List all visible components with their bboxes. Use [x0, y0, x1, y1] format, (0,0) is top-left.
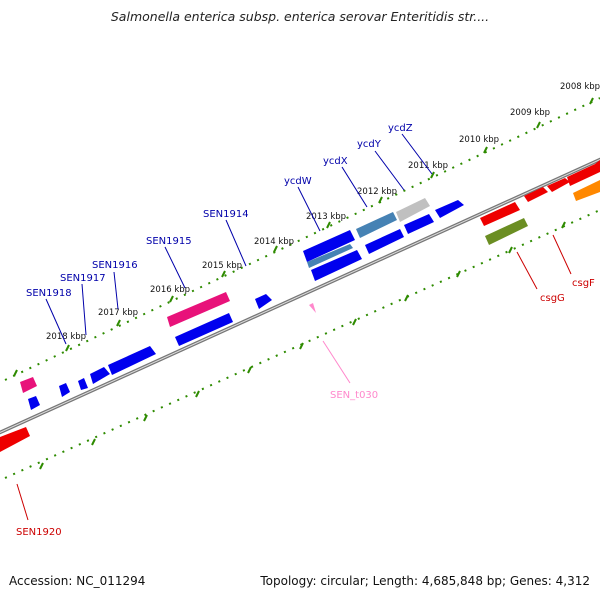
gene-blue-5 — [255, 294, 272, 309]
gene-label-ycdY: ycdY — [357, 139, 382, 150]
gene-grey-1 — [396, 198, 430, 222]
gene-blue-3 — [365, 229, 404, 254]
gene-label-SEN_t030: SEN_t030 — [330, 390, 378, 401]
gene-label-SEN1915: SEN1915 — [146, 236, 192, 247]
upper-major-ticks — [13, 97, 594, 377]
gene-orange — [573, 180, 600, 201]
gene-blue-1 — [435, 200, 464, 218]
gene-label-SEN1914: SEN1914 — [203, 209, 249, 220]
gene-labels: ycdZ ycdY ycdX ycdW SEN1914 SEN1915 SEN1… — [16, 123, 595, 538]
gene-label-SEN1918: SEN1918 — [26, 288, 72, 299]
gene-red-right-3 — [524, 187, 548, 202]
gene-blue-6 — [175, 313, 233, 346]
gene-label-ycdW: ycdW — [284, 176, 312, 187]
tick-labels: 2008 kbp 2009 kbp 2010 kbp 2011 kbp 2012… — [46, 82, 600, 342]
gene-trna — [309, 303, 316, 313]
tick-label-2008: 2008 kbp — [560, 82, 600, 92]
accession-text: Accession: NC_011294 — [9, 574, 146, 588]
gene-blue-2 — [404, 214, 434, 234]
gene-red-right-2 — [547, 178, 570, 192]
gene-red-SEN1920 — [0, 427, 30, 452]
tick-label-2009: 2009 kbp — [510, 108, 550, 118]
gene-steel-1 — [356, 212, 397, 238]
gene-label-ycdZ: ycdZ — [388, 123, 413, 134]
label-leaders — [16, 133, 572, 521]
lower-scale-line — [4, 209, 600, 479]
tick-label-2010: 2010 kbp — [459, 135, 499, 145]
genome-summary-text: Topology: circular; Length: 4,685,848 bp… — [260, 574, 590, 588]
gene-label-SEN1920: SEN1920 — [16, 527, 62, 538]
gene-blue-8 — [90, 367, 110, 384]
tick-label-2014: 2014 kbp — [254, 237, 294, 247]
tick-label-2012: 2012 kbp — [357, 187, 397, 197]
gene-red-csgG — [480, 202, 520, 226]
tick-label-2015: 2015 kbp — [202, 261, 242, 271]
gene-red-right-1 — [567, 160, 600, 186]
tick-label-2016: 2016 kbp — [150, 285, 190, 295]
gene-olive-csgF — [485, 218, 528, 245]
tick-label-2011: 2011 kbp — [408, 161, 448, 171]
gene-label-SEN1917: SEN1917 — [60, 273, 106, 284]
gene-blue-4 — [311, 250, 362, 281]
lower-major-ticks — [39, 221, 566, 470]
gene-steel-2 — [307, 244, 353, 268]
gene-blue-ycdW — [303, 230, 355, 262]
gene-label-csgF: csgF — [572, 278, 595, 289]
gene-pink-left — [20, 377, 37, 393]
tick-label-2018: 2018 kbp — [46, 332, 86, 342]
backbone-line-inner — [0, 158, 600, 434]
upper-scale-line — [4, 97, 600, 381]
forward-genes — [0, 160, 600, 452]
gene-pink-SEN1915 — [167, 292, 230, 327]
gene-label-ycdX: ycdX — [323, 156, 348, 167]
gene-label-SEN1916: SEN1916 — [92, 260, 138, 271]
tick-label-2013: 2013 kbp — [306, 212, 346, 222]
gene-label-csgG: csgG — [540, 293, 565, 304]
gene-blue-9 — [78, 378, 88, 390]
gene-blue-7 — [108, 346, 156, 375]
tick-label-2017: 2017 kbp — [98, 308, 138, 318]
gene-blue-10 — [59, 383, 70, 397]
map-title: Salmonella enterica subsp. enterica sero… — [110, 9, 490, 24]
gene-blue-11 — [28, 396, 40, 410]
